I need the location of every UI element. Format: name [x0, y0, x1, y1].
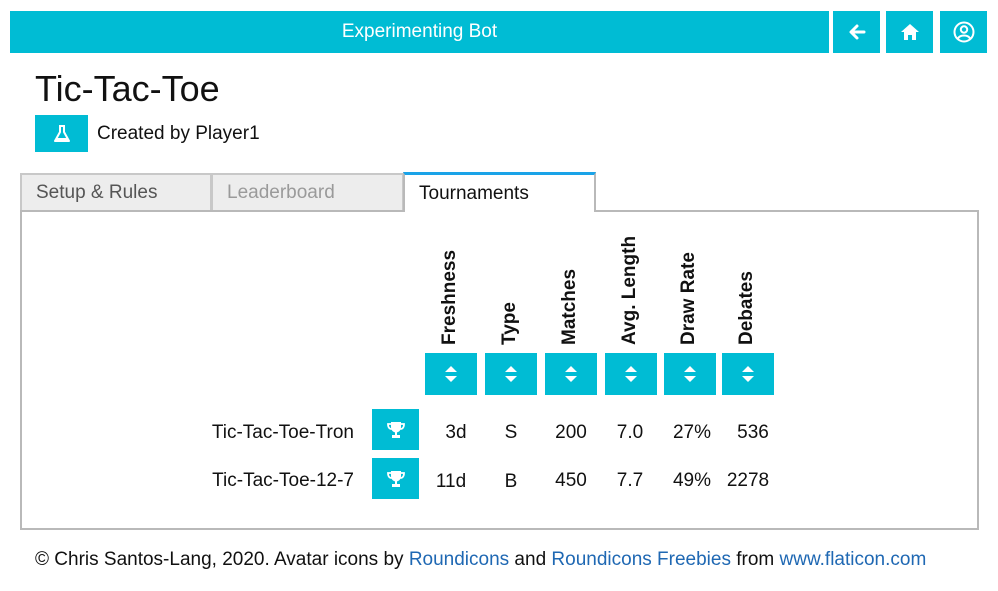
- column-header-type: Type: [499, 302, 520, 345]
- tab-label: Tournaments: [419, 182, 529, 204]
- sort-up-down-icon: [684, 366, 696, 382]
- tab-setup-rules[interactable]: Setup & Rules: [20, 173, 212, 211]
- home-icon: [900, 24, 919, 40]
- tab-label: Leaderboard: [227, 182, 335, 203]
- flask-icon: [53, 124, 70, 142]
- cell-avg-length: 7.7: [616, 470, 644, 491]
- footer-credits: © Chris Santos-Lang, 2020. Avatar icons …: [35, 549, 926, 571]
- tournament-name[interactable]: Tic-Tac-Toe-Tron: [211, 422, 354, 443]
- page-title: Tic-Tac-Toe: [35, 68, 220, 109]
- app-header-title: Experimenting Bot: [10, 11, 829, 53]
- roundicons-link[interactable]: Roundicons: [408, 549, 510, 570]
- tournament-name[interactable]: Tic-Tac-Toe-12-7: [212, 470, 354, 491]
- trophy-icon: [386, 421, 405, 438]
- tab-tournaments[interactable]: Tournaments: [403, 172, 596, 212]
- column-header-debates: Debates: [736, 271, 757, 345]
- cell-debates: 536: [737, 422, 769, 443]
- arrow-left-icon: [849, 24, 865, 40]
- app-title: Experimenting Bot: [341, 21, 498, 42]
- user-circle-icon: [953, 21, 974, 43]
- cell-freshness: 11d: [435, 471, 467, 492]
- tournaments-panel: [20, 210, 979, 530]
- tab-leaderboard[interactable]: Leaderboard: [211, 173, 404, 211]
- sort-up-down-icon: [625, 366, 637, 382]
- column-header-matches: Matches: [559, 268, 580, 345]
- cell-debates: 2278: [726, 470, 770, 491]
- creator-text: Created by Player1: [97, 123, 260, 144]
- sort-up-down-icon: [742, 366, 754, 382]
- sort-up-down-icon: [505, 366, 517, 382]
- trophy-icon: [386, 470, 405, 487]
- sort-up-down-icon: [445, 366, 457, 382]
- sort-debates-button[interactable]: [722, 353, 774, 395]
- sort-draw-rate-button[interactable]: [664, 353, 716, 395]
- sort-matches-button[interactable]: [545, 353, 597, 395]
- footer-and: and: [509, 549, 552, 570]
- sort-type-button[interactable]: [485, 353, 537, 395]
- cell-matches: 200: [555, 422, 587, 443]
- tournament-trophy-button[interactable]: [372, 409, 419, 450]
- column-header-freshness: Freshness: [439, 249, 460, 345]
- sort-up-down-icon: [565, 366, 577, 382]
- cell-draw-rate: 27%: [672, 422, 712, 443]
- column-header-draw-rate: Draw Rate: [678, 252, 699, 345]
- home-button[interactable]: [886, 11, 933, 53]
- sort-freshness-button[interactable]: [425, 353, 477, 395]
- cell-matches: 450: [555, 470, 587, 491]
- back-button[interactable]: [833, 11, 880, 53]
- cell-freshness: 3d: [445, 422, 467, 443]
- account-button[interactable]: [940, 11, 987, 53]
- footer-prefix: © Chris Santos-Lang, 2020. Avatar icons …: [35, 549, 409, 570]
- tournament-trophy-button[interactable]: [372, 458, 419, 499]
- cell-avg-length: 7.0: [616, 422, 644, 443]
- flaticon-link[interactable]: www.flaticon.com: [779, 549, 927, 570]
- cell-type: S: [504, 422, 518, 443]
- cell-type: B: [504, 471, 518, 492]
- roundicons-freebies-link[interactable]: Roundicons Freebies: [551, 549, 731, 570]
- cell-draw-rate: 49%: [672, 470, 712, 491]
- creator-badge[interactable]: [35, 115, 88, 152]
- column-header-avg-length: Avg. Length: [619, 235, 640, 345]
- tab-label: Setup & Rules: [36, 182, 158, 203]
- sort-avg-length-button[interactable]: [605, 353, 657, 395]
- footer-from: from: [730, 549, 780, 570]
